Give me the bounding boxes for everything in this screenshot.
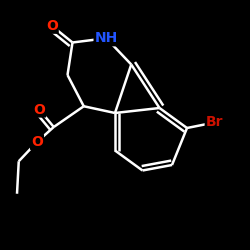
Text: Br: Br xyxy=(206,116,223,130)
Text: O: O xyxy=(31,135,43,149)
Text: O: O xyxy=(33,102,45,117)
Text: O: O xyxy=(46,19,58,33)
Text: NH: NH xyxy=(94,31,118,45)
